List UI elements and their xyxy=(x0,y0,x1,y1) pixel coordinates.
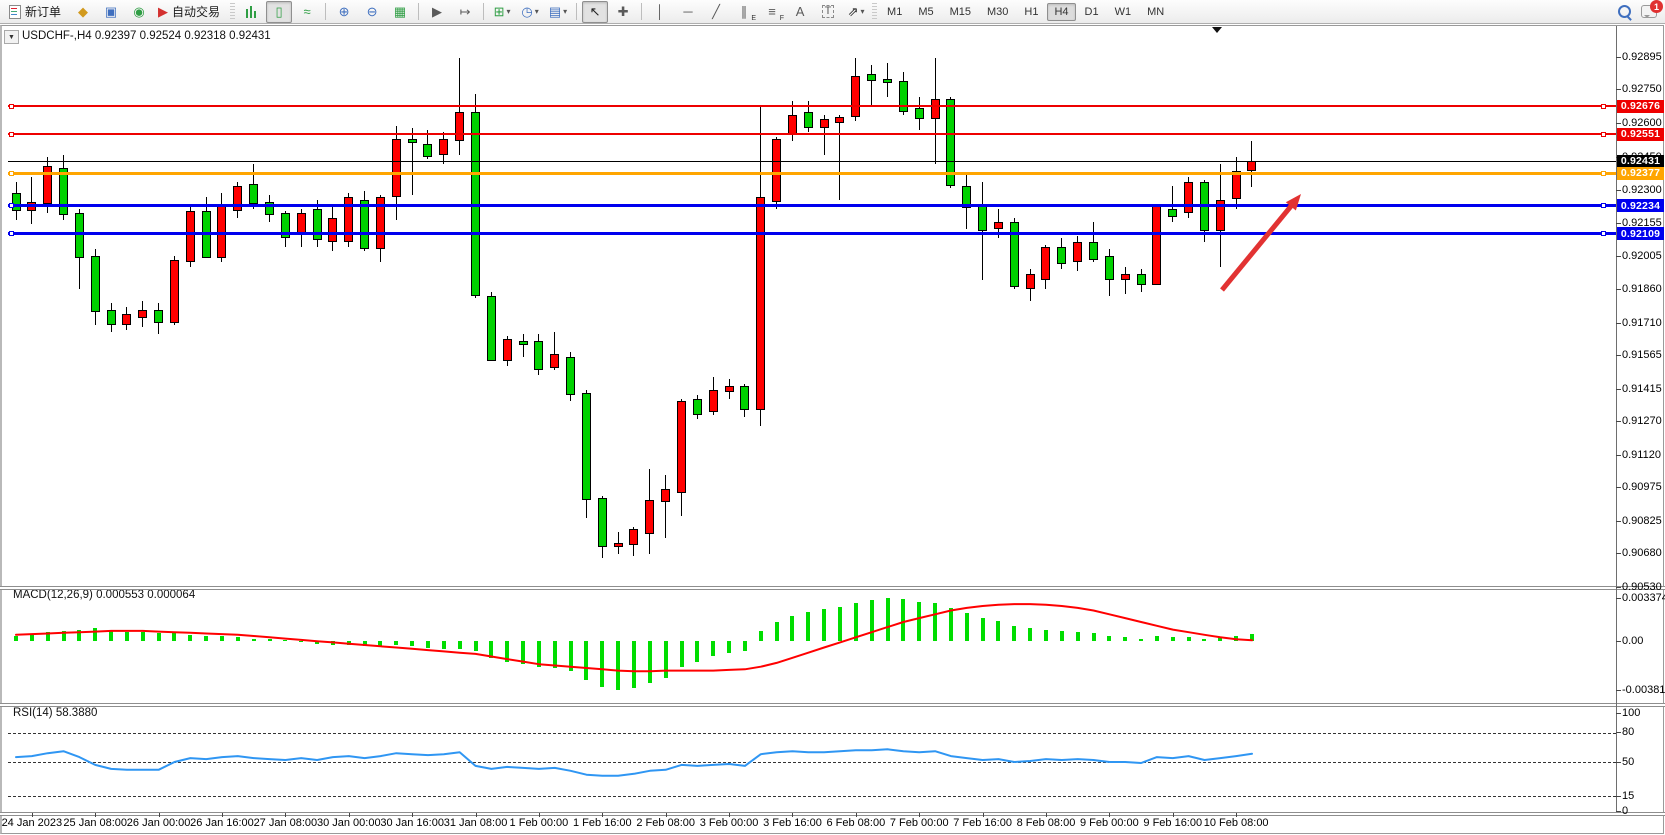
template-icon: ▤ xyxy=(548,4,562,19)
text-icon: A xyxy=(795,4,805,19)
market-watch-icon: ▣ xyxy=(104,4,118,19)
vertical-line-icon: │ xyxy=(655,4,665,19)
auto-trading-button[interactable]: ▶ 自动交易 xyxy=(154,1,227,23)
bar-chart-button[interactable] xyxy=(238,1,264,23)
charts-icon: ◆ xyxy=(78,4,89,19)
dropdown-icon: ▾ xyxy=(563,7,568,16)
signals-icon: ◉ xyxy=(133,4,145,19)
text-label-button[interactable]: T xyxy=(815,1,841,23)
toolbar-grip xyxy=(230,3,236,20)
auto-scroll-button[interactable]: ▶ xyxy=(424,1,450,23)
new-order-button[interactable]: 新订单 xyxy=(5,1,68,23)
toolbar-separator xyxy=(325,3,327,20)
toolbar-separator xyxy=(418,3,420,20)
fibo-sub-label: F xyxy=(779,14,785,22)
new-order-icon xyxy=(9,4,21,19)
new-chart-button[interactable]: ⊞ ▾ xyxy=(489,1,515,23)
auto-trading-icon: ▶ xyxy=(158,4,169,19)
templates-button[interactable]: ▤ ▾ xyxy=(545,1,571,23)
horizontal-line-icon: ─ xyxy=(683,4,693,19)
rsi-indicator-label: RSI(14) 58.3880 xyxy=(13,707,98,719)
charts-button[interactable]: ◆ xyxy=(70,1,96,23)
timeframe-m1-button[interactable]: M1 xyxy=(887,5,903,18)
auto-scroll-icon: ▶ xyxy=(432,4,443,19)
signals-button[interactable]: ◉ xyxy=(126,1,152,23)
text-label-icon: T xyxy=(821,5,835,18)
auto-trading-label: 自动交易 xyxy=(172,5,221,19)
bar-chart-icon xyxy=(245,5,258,18)
chart-shift-button[interactable]: ↦ xyxy=(452,1,478,23)
equidistant-channel-button[interactable]: ∥ E xyxy=(731,1,757,23)
channel-sub-label: E xyxy=(751,14,757,22)
zoom-out-button[interactable]: ⊖ xyxy=(359,1,385,23)
fibonacci-icon: ≡ xyxy=(768,4,776,19)
periods-button[interactable]: ◷ ▾ xyxy=(517,1,543,23)
toolbar-grip xyxy=(872,3,878,20)
cursor-icon: ↖ xyxy=(589,4,601,19)
chat-badge: 1 xyxy=(1650,0,1663,13)
timeframe-h1-button[interactable]: H1 xyxy=(1024,5,1039,18)
chart-window xyxy=(0,25,1664,834)
clock-icon: ◷ xyxy=(521,4,533,19)
zoom-in-icon: ⊕ xyxy=(338,4,350,19)
toolbar-separator xyxy=(483,3,485,20)
toolbar-separator xyxy=(641,3,643,20)
fibonacci-button[interactable]: ≡ F xyxy=(759,1,785,23)
dropdown-icon: ▾ xyxy=(860,7,865,16)
line-chart-button[interactable]: ≈ xyxy=(294,1,320,23)
timeframe-w1-button[interactable]: W1 xyxy=(1114,5,1132,18)
timeframe-h4-button[interactable]: H4 xyxy=(1047,2,1076,21)
cursor-button[interactable]: ↖ xyxy=(582,0,609,23)
channel-icon: ∥ xyxy=(740,4,748,19)
line-chart-icon: ≈ xyxy=(303,4,311,19)
tile-windows-icon: ▦ xyxy=(393,4,407,19)
timeframe-toolbar: M1 M5 M15 M30 H1 H4 D1 W1 MN xyxy=(879,2,1172,21)
chart-shift-icon: ↦ xyxy=(459,4,471,19)
vertical-line-button[interactable]: │ xyxy=(647,1,673,23)
chart-title: USDCHF-,H4 0.92397 0.92524 0.92318 0.924… xyxy=(22,30,271,42)
tile-windows-button[interactable]: ▦ xyxy=(387,1,413,23)
one-click-trading-toggle[interactable]: ▼ xyxy=(4,30,19,44)
toolbar-right: 1 xyxy=(1618,0,1663,18)
market-watch-button[interactable]: ▣ xyxy=(98,1,124,23)
crosshair-button[interactable]: ✚ xyxy=(610,1,636,23)
text-button[interactable]: A xyxy=(787,1,813,23)
arrows-icon: ⇗ xyxy=(847,4,859,19)
arrows-button[interactable]: ⇗ ▾ xyxy=(843,1,869,23)
search-icon[interactable] xyxy=(1618,5,1631,18)
dropdown-icon: ▾ xyxy=(506,7,511,16)
trendline-button[interactable]: ╱ xyxy=(703,1,729,23)
candlestick-icon: ▯ xyxy=(275,4,283,19)
macd-indicator-label: MACD(12,26,9) 0.000553 0.000064 xyxy=(13,589,196,601)
timeframe-d1-button[interactable]: D1 xyxy=(1084,5,1099,18)
toolbar-separator xyxy=(576,3,578,20)
chat-icon[interactable]: 1 xyxy=(1641,0,1663,18)
dropdown-icon: ▾ xyxy=(534,7,539,16)
trendline-icon: ╱ xyxy=(712,4,720,19)
timeframe-m15-button[interactable]: M15 xyxy=(949,5,971,18)
new-chart-icon: ⊞ xyxy=(493,4,505,19)
zoom-out-icon: ⊖ xyxy=(366,4,378,19)
zoom-in-button[interactable]: ⊕ xyxy=(331,1,357,23)
timeframe-m30-button[interactable]: M30 xyxy=(987,5,1009,18)
horizontal-line-button[interactable]: ─ xyxy=(675,1,701,23)
timeframe-m5-button[interactable]: M5 xyxy=(918,5,934,18)
timeframe-mn-button[interactable]: MN xyxy=(1147,5,1165,18)
new-order-label: 新订单 xyxy=(25,5,62,19)
toolbar: 新订单 ◆ ▣ ◉ ▶ 自动交易 ▯ ≈ ⊕ ⊖ ▦ ▶ ↦ ⊞ ▾ ◷ ▾ ▤ ▾ … xyxy=(0,0,1665,24)
chart-shift-marker xyxy=(1212,27,1222,33)
candlestick-chart-button[interactable]: ▯ xyxy=(266,0,293,23)
crosshair-icon: ✚ xyxy=(617,4,629,19)
